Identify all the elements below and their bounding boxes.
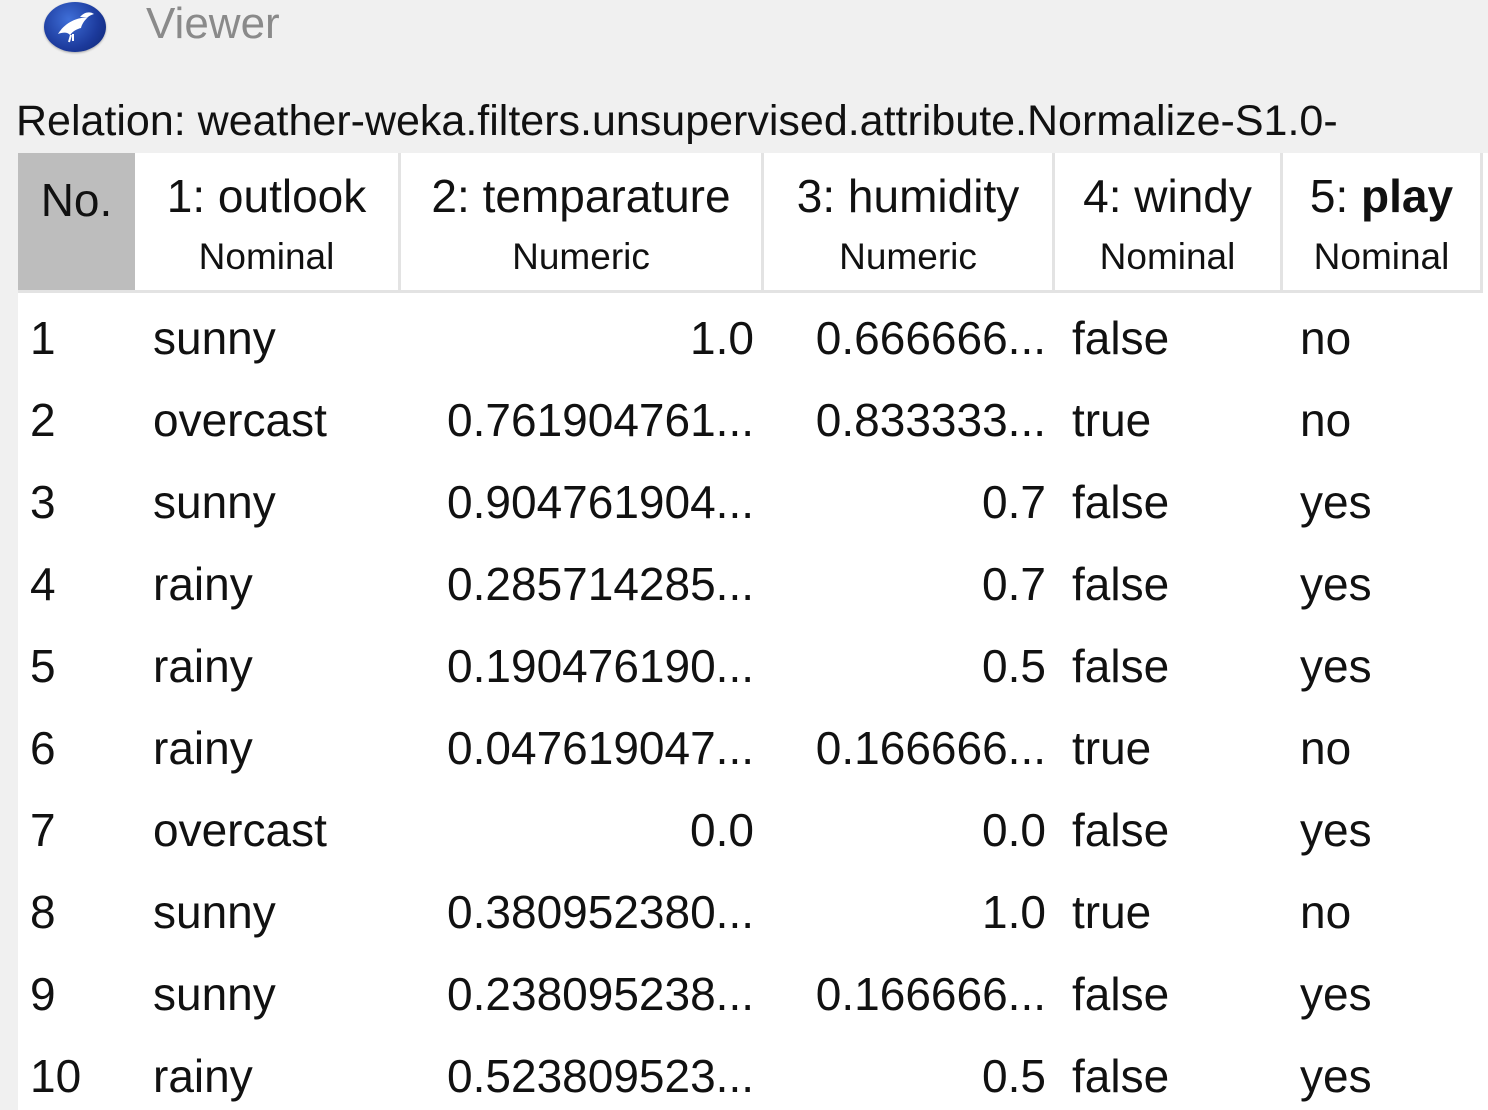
- cell-temparature[interactable]: 0.904761904...: [447, 476, 754, 528]
- cell-windy[interactable]: true: [1072, 886, 1152, 938]
- column-header-index: 1:: [166, 170, 218, 222]
- cell-outlook[interactable]: rainy: [153, 558, 253, 610]
- column-header-windy[interactable]: 4: windy Nominal: [1055, 153, 1283, 293]
- cell-play[interactable]: yes: [1300, 640, 1372, 692]
- cell-humidity[interactable]: 0.166666...: [815, 722, 1046, 774]
- cell-play[interactable]: no: [1300, 886, 1352, 938]
- cell-temparature[interactable]: 1.0: [690, 312, 754, 364]
- cell-windy[interactable]: false: [1072, 312, 1170, 364]
- cell-play[interactable]: yes: [1300, 476, 1372, 528]
- column-header-name: outlook: [217, 170, 367, 222]
- table-row[interactable]: 3 sunny 0.904761904... 0.7 false yes: [18, 461, 1488, 543]
- column-header-name: humidity: [847, 170, 1020, 222]
- cell-humidity[interactable]: 0.0: [982, 804, 1046, 856]
- cell-humidity[interactable]: 0.833333...: [815, 394, 1046, 446]
- cell-play[interactable]: yes: [1300, 558, 1372, 610]
- cell-play[interactable]: no: [1300, 722, 1352, 774]
- cell-temparature[interactable]: 0.285714285...: [447, 558, 754, 610]
- cell-windy[interactable]: false: [1072, 558, 1170, 610]
- cell-windy[interactable]: false: [1072, 476, 1170, 528]
- cell-no[interactable]: 3: [30, 476, 56, 528]
- cell-temparature[interactable]: 0.523809523...: [447, 1050, 754, 1102]
- column-header-name: play: [1361, 170, 1454, 222]
- cell-outlook[interactable]: sunny: [153, 476, 276, 528]
- column-header-type: Nominal: [1313, 236, 1450, 277]
- table-row[interactable]: 1 sunny 1.0 0.666666... false no: [18, 297, 1488, 379]
- relation-bar: Relation: weather-weka.filters.unsupervi…: [0, 90, 1488, 152]
- table-row[interactable]: 7 overcast 0.0 0.0 false yes: [18, 789, 1488, 871]
- column-header-outlook[interactable]: 1: outlook Nominal: [135, 153, 401, 293]
- table-row[interactable]: 10 rainy 0.523809523... 0.5 false yes: [18, 1035, 1488, 1110]
- cell-temparature[interactable]: 0.0: [690, 804, 754, 856]
- table-row[interactable]: 9 sunny 0.238095238... 0.166666... false yes: [18, 953, 1488, 1035]
- cell-humidity[interactable]: 0.7: [982, 476, 1046, 528]
- cell-no[interactable]: 8: [30, 886, 56, 938]
- cell-outlook[interactable]: rainy: [153, 640, 253, 692]
- window-title: Viewer: [146, 0, 280, 48]
- data-grid[interactable]: No. 1: outlook Nominal 2: temparature Nu…: [18, 153, 1488, 1110]
- column-header-index: 5:: [1309, 170, 1362, 222]
- cell-play[interactable]: yes: [1300, 968, 1372, 1020]
- column-header-play[interactable]: 5: play Nominal: [1283, 153, 1483, 293]
- cell-humidity[interactable]: 1.0: [982, 886, 1046, 938]
- column-header-type: Numeric: [839, 236, 977, 277]
- column-header-no[interactable]: No.: [18, 153, 135, 293]
- title-bar: Viewer: [0, 0, 1488, 62]
- cell-windy[interactable]: false: [1072, 1050, 1170, 1102]
- relation-label: Relation: weather-weka.filters.unsupervi…: [16, 97, 1338, 145]
- cell-no[interactable]: 5: [30, 640, 56, 692]
- table-row[interactable]: 5 rainy 0.190476190... 0.5 false yes: [18, 625, 1488, 707]
- cell-temparature[interactable]: 0.380952380...: [447, 886, 754, 938]
- table-row[interactable]: 2 overcast 0.761904761... 0.833333... true no: [18, 379, 1488, 461]
- cell-windy[interactable]: true: [1072, 394, 1152, 446]
- cell-temparature[interactable]: 0.190476190...: [447, 640, 754, 692]
- cell-outlook[interactable]: sunny: [153, 886, 276, 938]
- cell-windy[interactable]: false: [1072, 968, 1170, 1020]
- cell-play[interactable]: yes: [1300, 804, 1372, 856]
- cell-humidity[interactable]: 0.7: [982, 558, 1046, 610]
- cell-windy[interactable]: false: [1072, 640, 1170, 692]
- column-header-type: Numeric: [512, 236, 650, 277]
- cell-no[interactable]: 9: [30, 968, 56, 1020]
- column-header-type: Nominal: [1099, 236, 1236, 277]
- cell-temparature[interactable]: 0.238095238...: [447, 968, 754, 1020]
- cell-temparature[interactable]: 0.047619047...: [447, 722, 754, 774]
- cell-humidity[interactable]: 0.166666...: [815, 968, 1046, 1020]
- cell-windy[interactable]: true: [1072, 722, 1152, 774]
- cell-no[interactable]: 10: [30, 1050, 82, 1102]
- weka-bird-icon: [44, 2, 106, 52]
- cell-humidity[interactable]: 0.5: [982, 640, 1046, 692]
- cell-outlook[interactable]: overcast: [153, 804, 327, 856]
- table-row[interactable]: 6 rainy 0.047619047... 0.166666... true no: [18, 707, 1488, 789]
- table-row[interactable]: 8 sunny 0.380952380... 1.0 true no: [18, 871, 1488, 953]
- column-header-temparature[interactable]: 2: temparature Numeric: [401, 153, 764, 293]
- column-header-index: 3:: [796, 170, 848, 222]
- cell-outlook[interactable]: overcast: [153, 394, 327, 446]
- cell-no[interactable]: 2: [30, 394, 56, 446]
- column-header-name: windy: [1134, 170, 1252, 222]
- cell-no[interactable]: 4: [30, 558, 56, 610]
- column-header-label: No.: [40, 174, 113, 226]
- cell-no[interactable]: 7: [30, 804, 56, 856]
- cell-play[interactable]: no: [1300, 312, 1352, 364]
- column-header-name: temparature: [482, 170, 731, 222]
- cell-humidity[interactable]: 0.666666...: [815, 312, 1046, 364]
- cell-humidity[interactable]: 0.5: [982, 1050, 1046, 1102]
- cell-outlook[interactable]: sunny: [153, 968, 276, 1020]
- cell-outlook[interactable]: rainy: [153, 722, 253, 774]
- cell-play[interactable]: no: [1300, 394, 1352, 446]
- column-header-type: Nominal: [198, 236, 335, 277]
- column-header-humidity[interactable]: 3: humidity Numeric: [764, 153, 1055, 293]
- cell-no[interactable]: 1: [30, 312, 56, 364]
- column-header-index: 2:: [431, 170, 483, 222]
- cell-temparature[interactable]: 0.761904761...: [447, 394, 754, 446]
- table-row[interactable]: 4 rainy 0.285714285... 0.7 false yes: [18, 543, 1488, 625]
- column-header-index: 4:: [1083, 170, 1135, 222]
- cell-outlook[interactable]: rainy: [153, 1050, 253, 1102]
- cell-no[interactable]: 6: [30, 722, 56, 774]
- cell-outlook[interactable]: sunny: [153, 312, 276, 364]
- cell-play[interactable]: yes: [1300, 1050, 1372, 1102]
- cell-windy[interactable]: false: [1072, 804, 1170, 856]
